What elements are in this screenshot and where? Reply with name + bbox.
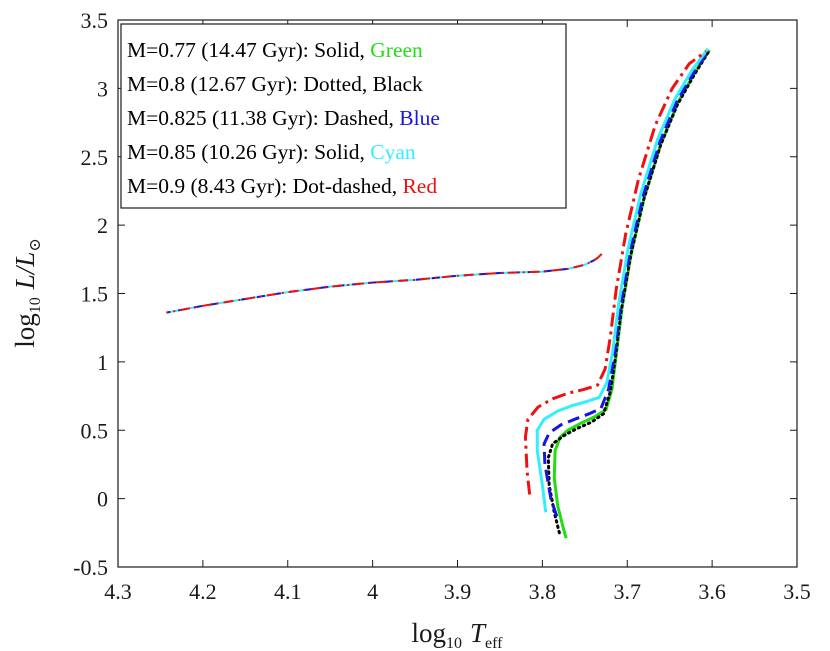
y-tick-label: 3 bbox=[97, 76, 108, 101]
legend: M=0.77 (14.47 Gyr): Solid, Green M=0.8 (1… bbox=[120, 23, 567, 209]
legend-entry: M=0.85 (10.26 Gyr): Solid, Cyan bbox=[127, 140, 416, 164]
y-tick-label: 0 bbox=[97, 487, 108, 512]
legend-rows: M=0.77 (14.47 Gyr): Solid, Green M=0.8 (1… bbox=[127, 38, 440, 198]
x-tick-label: 3.8 bbox=[529, 579, 557, 604]
y-tick-label: 0.5 bbox=[81, 418, 109, 443]
legend-entry: M=0.8 (12.67 Gyr): Dotted, Black bbox=[127, 72, 423, 96]
y-tick-label: 2 bbox=[97, 213, 108, 238]
y-tick-label: 1 bbox=[97, 350, 108, 375]
y-tick-label: 3.5 bbox=[81, 8, 109, 33]
y-tick-label: -0.5 bbox=[73, 555, 108, 580]
x-tick-label: 3.5 bbox=[783, 579, 811, 604]
legend-entry: M=0.77 (14.47 Gyr): Solid, Green bbox=[127, 38, 423, 62]
x-tick-label: 4.3 bbox=[104, 579, 132, 604]
series-line bbox=[535, 47, 710, 513]
x-axis-title: log10 Teff bbox=[411, 618, 503, 651]
x-tick-label: 3.6 bbox=[698, 579, 726, 604]
series-line bbox=[542, 50, 710, 517]
series-line bbox=[552, 49, 711, 539]
x-tick-label: 3.9 bbox=[444, 579, 472, 604]
y-axis-title: log10L/L⊙ bbox=[10, 238, 44, 347]
legend-entry: M=0.825 (11.38 Gyr): Dashed, Blue bbox=[127, 106, 440, 130]
series-line bbox=[546, 49, 711, 535]
series-group bbox=[166, 47, 711, 539]
series-layer bbox=[166, 47, 711, 539]
legend-entry: M=0.9 (8.43 Gyr): Dot-dashed, Red bbox=[127, 174, 437, 198]
horizontal-branch-line bbox=[166, 253, 603, 314]
horizontal-branch-line bbox=[166, 253, 603, 314]
series-line bbox=[523, 50, 708, 495]
y-tick-label: 1.5 bbox=[81, 282, 109, 307]
axes-ticks: 4.3 4.2 4.1 4 3.9 3.8 3.7 3.6 3.5 -0.5 0 0.5 1 1.5 2 2.… bbox=[73, 8, 811, 604]
legend-box bbox=[120, 23, 567, 209]
x-tick-label: 4.2 bbox=[189, 579, 217, 604]
x-tick-label: 4 bbox=[367, 579, 378, 604]
y-tick-label: 2.5 bbox=[81, 145, 109, 170]
x-tick-label: 4.1 bbox=[274, 579, 302, 604]
horizontal-branch-line bbox=[166, 253, 603, 314]
x-tick-label: 3.7 bbox=[614, 579, 642, 604]
